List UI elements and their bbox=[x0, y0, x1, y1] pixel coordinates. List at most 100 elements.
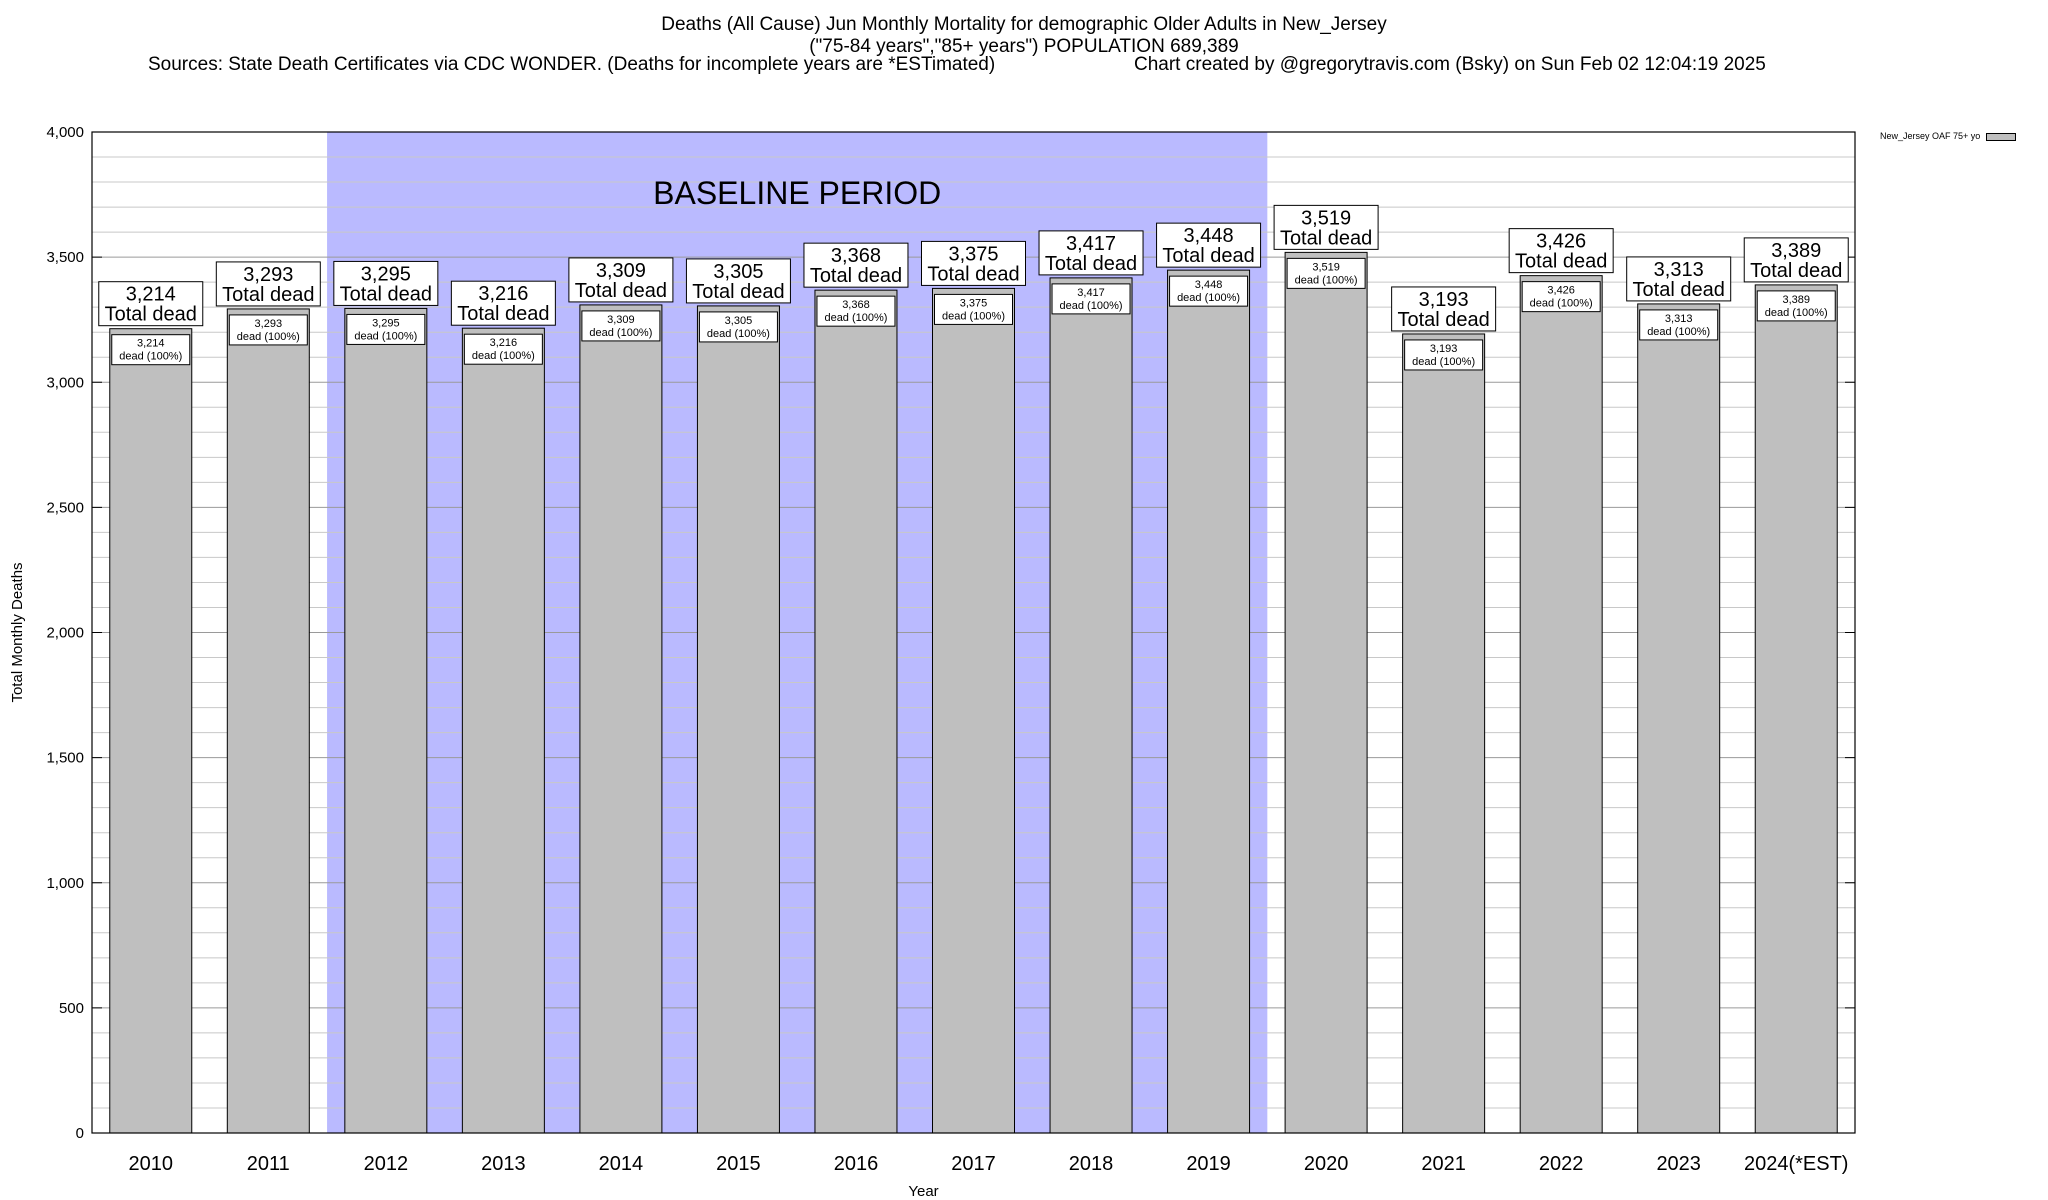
bar bbox=[226, 308, 310, 1134]
x-tick-label: 2015 bbox=[716, 1153, 761, 1175]
bar bbox=[461, 327, 545, 1134]
total-label-box bbox=[450, 280, 556, 326]
inner-label-box bbox=[463, 333, 543, 365]
inner-dead-label: dead (100%) bbox=[119, 351, 182, 363]
inner-dead-label: dead (100%) bbox=[1295, 274, 1358, 286]
y-tick-label: 3,000 bbox=[46, 374, 84, 391]
bar bbox=[1754, 284, 1838, 1134]
inner-dead-label: dead (100%) bbox=[942, 310, 1005, 322]
inner-dead-label: dead (100%) bbox=[472, 350, 535, 362]
total-value-label: 3,309 bbox=[596, 260, 646, 282]
inner-label-box bbox=[228, 314, 308, 346]
total-label-box bbox=[1508, 228, 1614, 274]
total-dead-label: Total dead bbox=[575, 280, 667, 302]
x-axis-label: Year bbox=[908, 1183, 938, 1200]
plot-frame bbox=[91, 131, 1856, 1134]
total-label-box bbox=[1391, 286, 1497, 332]
total-dead-label: Total dead bbox=[692, 281, 784, 303]
inner-label-box bbox=[698, 311, 778, 343]
total-label-box bbox=[1626, 256, 1732, 302]
y-tick-label: 3,500 bbox=[46, 249, 84, 266]
inner-dead-label: dead (100%) bbox=[1530, 298, 1593, 310]
x-tick-label: 2016 bbox=[834, 1153, 879, 1175]
x-tick-label: 2011 bbox=[247, 1153, 290, 1175]
total-label-box bbox=[333, 260, 439, 306]
y-axis-label: Total Monthly Deaths bbox=[9, 562, 26, 702]
inner-label-box bbox=[1521, 281, 1601, 313]
inner-label-box bbox=[1404, 339, 1484, 371]
bar bbox=[932, 287, 1015, 1134]
inner-value-label: 3,216 bbox=[490, 337, 518, 349]
bar bbox=[814, 289, 898, 1134]
total-label-box bbox=[215, 261, 321, 307]
total-value-label: 3,216 bbox=[478, 283, 528, 305]
total-label-box bbox=[568, 257, 674, 303]
total-value-label: 3,426 bbox=[1536, 231, 1586, 253]
total-label-box bbox=[1156, 222, 1262, 268]
total-dead-label: Total dead bbox=[1750, 260, 1842, 282]
inner-label-box bbox=[1286, 257, 1366, 289]
total-value-label: 3,214 bbox=[126, 284, 176, 306]
bar bbox=[1637, 303, 1721, 1134]
bar bbox=[1284, 251, 1368, 1134]
inner-value-label: 3,448 bbox=[1195, 279, 1223, 291]
x-tick-label: 2014 bbox=[599, 1153, 644, 1175]
total-value-label: 3,295 bbox=[361, 263, 411, 285]
total-dead-label: Total dead bbox=[927, 263, 1019, 285]
total-label-box bbox=[1743, 237, 1849, 283]
total-value-label: 3,313 bbox=[1654, 259, 1704, 281]
inner-dead-label: dead (100%) bbox=[589, 327, 652, 339]
title-line-2: ("75-84 years","85+ years") POPULATION 6… bbox=[809, 36, 1239, 57]
total-value-label: 3,368 bbox=[831, 245, 881, 267]
inner-dead-label: dead (100%) bbox=[1177, 292, 1240, 304]
legend-swatch bbox=[1986, 132, 2017, 141]
bar bbox=[344, 307, 428, 1134]
inner-value-label: 3,295 bbox=[372, 317, 400, 329]
total-value-label: 3,389 bbox=[1771, 240, 1821, 262]
inner-value-label: 3,426 bbox=[1547, 285, 1575, 297]
x-tick-label: 2020 bbox=[1304, 1153, 1349, 1175]
y-tick-label: 2,000 bbox=[46, 625, 84, 642]
total-dead-label: Total dead bbox=[1633, 279, 1725, 301]
bar bbox=[1402, 333, 1486, 1134]
x-tick-label: 2023 bbox=[1656, 1153, 1701, 1175]
x-tick-label: 2013 bbox=[481, 1153, 526, 1175]
x-tick-label: 2024(*EST) bbox=[1744, 1153, 1849, 1175]
total-value-label: 3,193 bbox=[1419, 289, 1469, 311]
bar bbox=[696, 305, 780, 1134]
total-dead-label: Total dead bbox=[1280, 227, 1372, 249]
inner-dead-label: dead (100%) bbox=[1412, 356, 1475, 368]
total-label-box bbox=[685, 258, 791, 304]
x-tick-label: 2017 bbox=[951, 1153, 996, 1175]
bar bbox=[1049, 277, 1133, 1134]
total-label-box bbox=[1273, 204, 1379, 250]
inner-value-label: 3,389 bbox=[1782, 294, 1810, 306]
inner-value-label: 3,309 bbox=[607, 314, 635, 326]
total-dead-label: Total dead bbox=[222, 284, 314, 306]
bar bbox=[579, 304, 663, 1134]
baseline-label: BASELINE PERIOD bbox=[653, 175, 941, 211]
y-tick-label: 500 bbox=[59, 1000, 84, 1017]
total-value-label: 3,375 bbox=[948, 243, 998, 265]
total-value-label: 3,305 bbox=[713, 261, 763, 283]
inner-value-label: 3,313 bbox=[1665, 313, 1693, 325]
x-tick-label: 2010 bbox=[129, 1153, 174, 1175]
chart-credit: Chart created by @gregorytravis.com (Bsk… bbox=[1134, 54, 1766, 75]
total-value-label: 3,519 bbox=[1301, 207, 1351, 229]
inner-label-box bbox=[1639, 309, 1719, 341]
inner-value-label: 3,305 bbox=[725, 315, 753, 327]
x-tick-label: 2021 bbox=[1421, 1153, 1466, 1175]
y-tick-label: 1,500 bbox=[46, 750, 84, 767]
inner-value-label: 3,519 bbox=[1312, 261, 1340, 273]
inner-dead-label: dead (100%) bbox=[707, 328, 770, 340]
inner-value-label: 3,375 bbox=[960, 297, 988, 309]
legend-label: New_Jersey OAF 75+ yo bbox=[1880, 131, 1981, 141]
total-dead-label: Total dead bbox=[1162, 245, 1254, 267]
chart-title: Deaths (All Cause) Jun Monthly Mortality… bbox=[0, 14, 2048, 58]
total-dead-label: Total dead bbox=[1515, 251, 1607, 273]
inner-label-box bbox=[111, 334, 191, 366]
total-dead-label: Total dead bbox=[1397, 309, 1489, 331]
inner-dead-label: dead (100%) bbox=[1647, 326, 1710, 338]
inner-dead-label: dead (100%) bbox=[237, 331, 300, 343]
x-tick-label: 2019 bbox=[1186, 1153, 1231, 1175]
